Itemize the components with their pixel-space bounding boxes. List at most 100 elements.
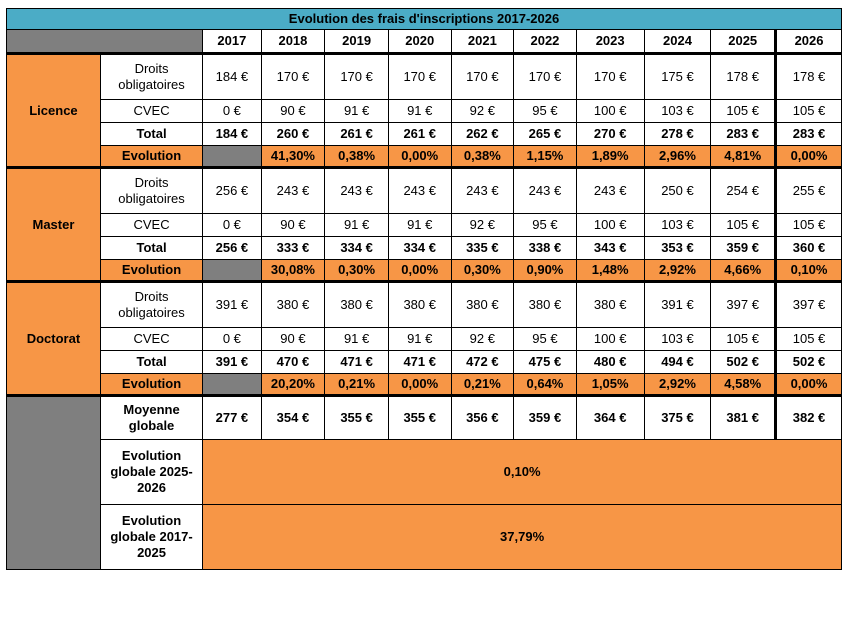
year-header: 2018 [260,29,326,54]
row-master-droits: Master Droits obligatoires 256 €243 €243 €… [6,166,842,282]
value-cell: 334 € [387,236,452,260]
value-cell: 261 € [387,122,452,146]
value-cell: 105 € [774,99,842,123]
value-cell: 480 € [575,350,645,374]
value-cell: 255 € [774,166,842,214]
value-cell: 170 € [450,52,515,100]
year-header: 2019 [324,29,389,54]
row-label-droits: Droits obligatoires [99,280,204,328]
category-doctorat: Doctorat [6,280,101,396]
value-cell: 333 € [260,236,326,260]
value-cell: 380 € [513,280,577,328]
moyenne-value: 355 € [387,394,452,440]
value-cell: 1,48% [575,259,645,282]
year-header: 2023 [575,29,645,54]
value-cell: 103 € [643,99,712,123]
value-cell: 0,10% [774,259,842,282]
value-cell: 103 € [643,327,712,351]
year-header: 2026 [774,29,842,54]
evolution-globale-label: Evolution globale 2025-2026 [99,439,204,505]
value-cell: 90 € [260,99,326,123]
value-cell: 91 € [324,99,389,123]
value-cell: 92 € [450,213,515,237]
fees-table: Evolution des frais d'inscriptions 2017-… [5,8,842,570]
value-cell: 91 € [324,213,389,237]
value-cell: 472 € [450,350,515,374]
row-label-total: Total [99,122,204,146]
value-cell: 0,00% [387,373,452,396]
value-cell: 1,05% [575,373,645,396]
value-cell: 256 € [202,166,262,214]
value-cell: 494 € [643,350,712,374]
row-licence-evolution: Evolution 41,30% 0,38% 0,00% 0,38% 1,15% 1,89%… [7,145,842,168]
value-cell: 103 € [643,213,712,237]
moyenne-value: 381 € [710,394,777,440]
value-cell: 256 € [202,236,262,260]
value-cell: 4,58% [710,373,777,396]
value-cell: 0,21% [324,373,389,396]
value-cell: 95 € [513,327,577,351]
value-cell: 502 € [710,350,777,374]
value-cell: 278 € [643,122,712,146]
moyenne-value: 354 € [260,394,326,440]
value-cell: 243 € [450,166,515,214]
value-cell: 254 € [710,166,777,214]
value-cell: 184 € [202,122,262,146]
value-cell: 41,30% [260,145,326,168]
value-cell: 91 € [387,99,452,123]
row-label-cvec: CVEC [99,327,204,351]
evolution-globale-value: 37,79% [202,504,842,570]
value-cell: 105 € [710,327,777,351]
value-cell: 270 € [575,122,645,146]
title-row: Evolution des frais d'inscriptions 2017-… [6,8,842,30]
moyenne-value: 364 € [575,394,645,440]
moyenne-label: Moyenne globale [99,394,204,440]
row-label-evolution: Evolution [99,145,204,168]
value-cell: 91 € [324,327,389,351]
row-master-total: Total 256 €333 €334 €334 €335 €338 €343 €… [7,236,842,260]
moyenne-value: 356 € [450,394,515,440]
value-cell: 105 € [710,99,777,123]
value-cell: 283 € [710,122,777,146]
value-cell: 380 € [450,280,515,328]
value-cell: 0,21% [450,373,515,396]
value-cell: 243 € [260,166,326,214]
value-cell: 170 € [575,52,645,100]
value-cell: 0,00% [774,373,842,396]
value-cell: 343 € [575,236,645,260]
value-cell: 178 € [710,52,777,100]
moyenne-value: 382 € [774,394,842,440]
value-cell: 0,38% [450,145,515,168]
value-cell: 338 € [513,236,577,260]
value-cell: 0,00% [387,259,452,282]
value-cell: 0,38% [324,145,389,168]
value-cell: 0,90% [513,259,577,282]
row-label-evolution: Evolution [99,259,204,282]
row-licence-total: Total 184 €260 €261 €261 €262 €265 €270 €… [7,122,842,146]
value-cell: 335 € [450,236,515,260]
row-label-droits: Droits obligatoires [99,166,204,214]
value-cell: 91 € [387,213,452,237]
value-cell: 260 € [260,122,326,146]
row-master-cvec: CVEC 0 €90 €91 €91 €92 €95 €100 €103 €105… [7,213,842,237]
moyenne-value: 375 € [643,394,712,440]
value-cell: 250 € [643,166,712,214]
category-licence: Licence [6,52,101,168]
value-cell [202,145,262,168]
value-cell: 353 € [643,236,712,260]
value-cell: 243 € [324,166,389,214]
row-doctorat-evolution: Evolution 20,20% 0,21% 0,00% 0,21% 0,64% 1,05%… [7,373,842,396]
summary-side-grey [6,394,101,570]
value-cell: 0,30% [450,259,515,282]
value-cell: 471 € [387,350,452,374]
value-cell: 2,96% [643,145,712,168]
value-cell: 397 € [774,280,842,328]
row-doctorat-total: Total 391 €470 €471 €471 €472 €475 €480 €… [7,350,842,374]
value-cell: 0,00% [774,145,842,168]
value-cell: 178 € [774,52,842,100]
value-cell: 0 € [202,213,262,237]
value-cell: 380 € [575,280,645,328]
value-cell: 397 € [710,280,777,328]
value-cell: 0 € [202,99,262,123]
